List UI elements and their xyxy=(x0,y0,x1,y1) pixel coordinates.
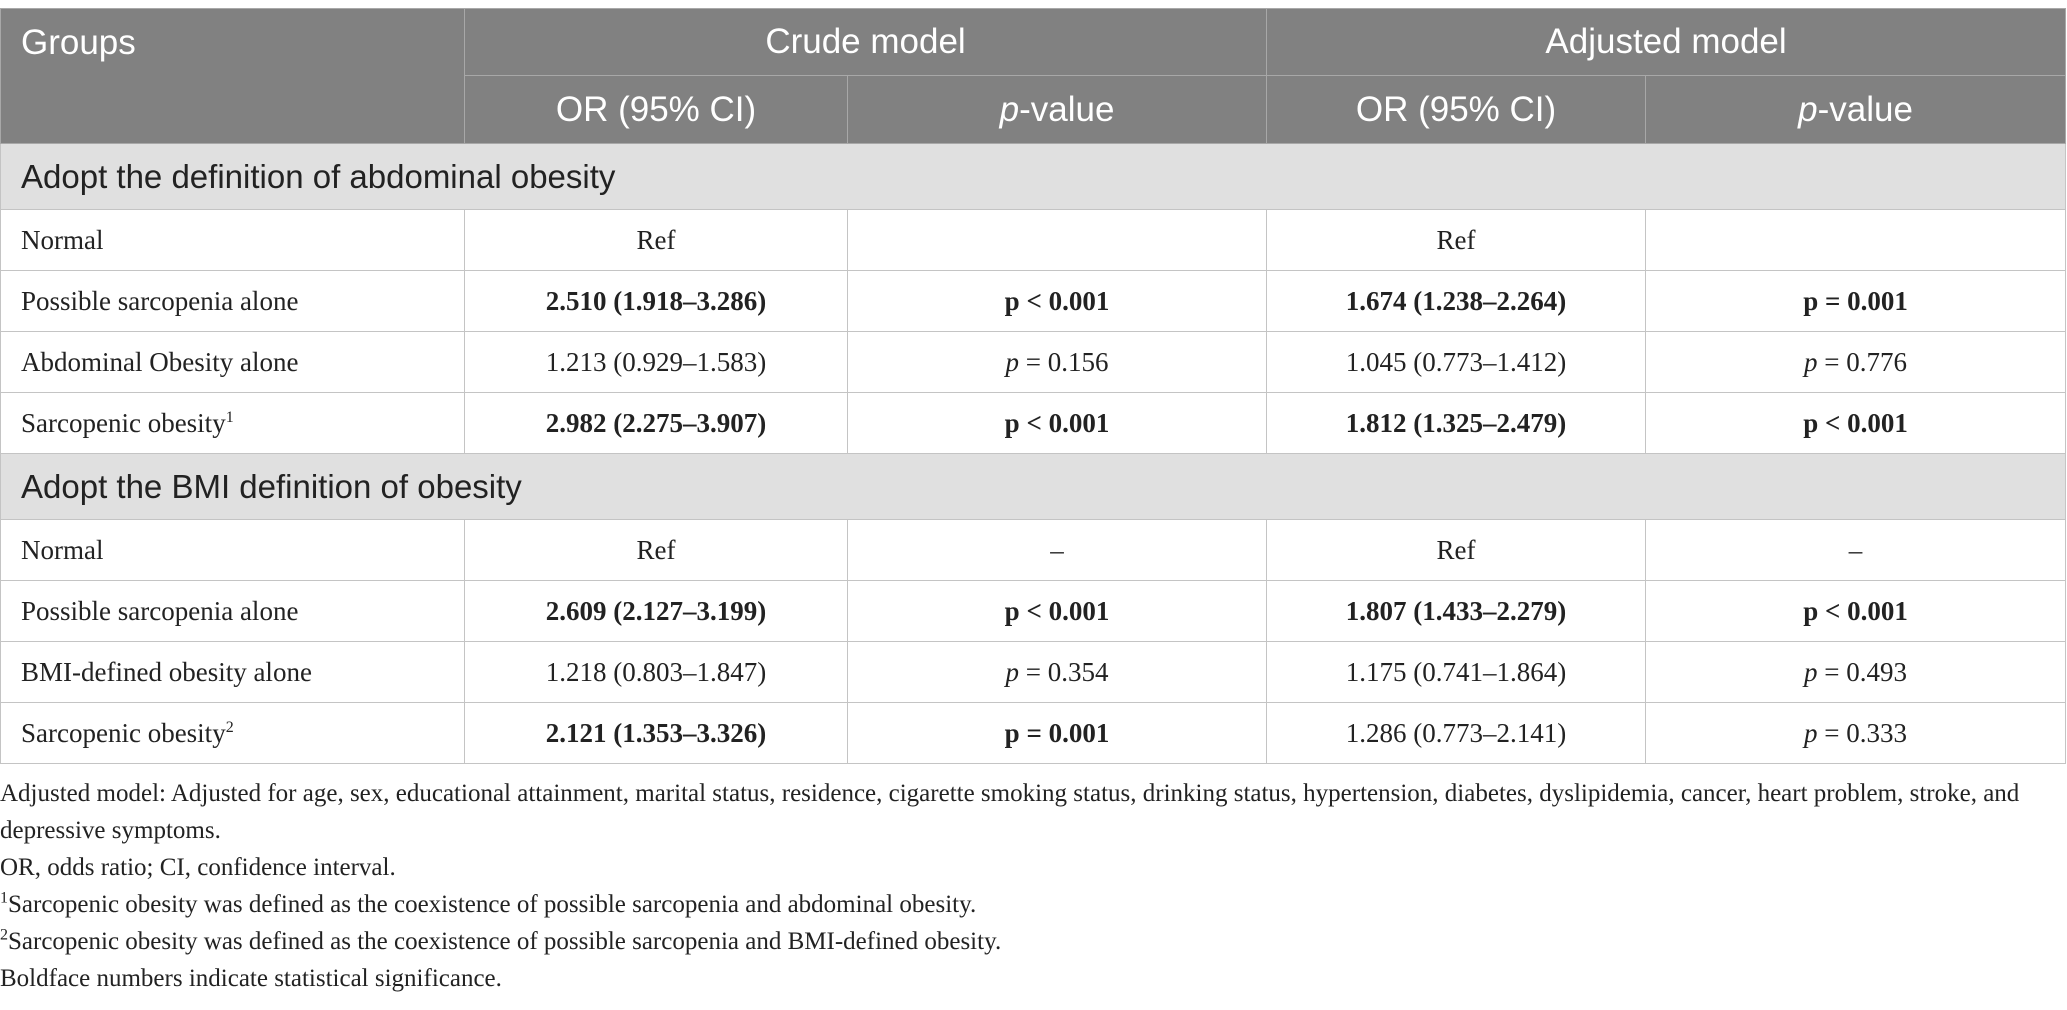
group-cell: Possible sarcopenia alone xyxy=(0,580,465,642)
header-crude-model: Crude model xyxy=(463,8,1268,76)
p-value: = 0.776 xyxy=(1824,346,1908,377)
p-letter: p xyxy=(1804,346,1818,377)
group-cell: Sarcopenic obesity2 xyxy=(0,702,465,764)
crude-or-cell: 2.510 (1.918–3.286) xyxy=(464,270,848,332)
section-title: Adopt the BMI definition of obesity xyxy=(0,453,2067,520)
table-row: Normal Ref – Ref – xyxy=(0,519,2067,581)
crude-p-cell xyxy=(846,209,1268,271)
adjusted-or-cell: Ref xyxy=(1266,519,1647,581)
p-value: = 0.156 xyxy=(1025,346,1109,377)
adjusted-p-cell: p = 0.493 xyxy=(1645,641,2067,703)
group-cell: Normal xyxy=(0,519,465,581)
adjusted-or-cell: 1.175 (0.741–1.864) xyxy=(1266,641,1647,703)
p-value: = 0.333 xyxy=(1824,717,1908,748)
adjusted-or-cell: 1.045 (0.773–1.412) xyxy=(1266,331,1647,393)
footnote-mark: 2 xyxy=(0,926,8,944)
p-letter: p xyxy=(1798,89,1818,129)
crude-p-cell: p = 0.354 xyxy=(846,641,1268,703)
p-value-label: -value xyxy=(1817,89,1913,129)
table-row: Possible sarcopenia alone 2.609 (2.127–3… xyxy=(0,580,2067,642)
crude-or-cell: Ref xyxy=(464,209,848,271)
table-header: Groups Crude model Adjusted model OR (95… xyxy=(0,8,2067,144)
header-adjusted-model: Adjusted model xyxy=(1266,8,2067,76)
adjusted-or-cell: 1.286 (0.773–2.141) xyxy=(1266,702,1647,764)
group-cell: Sarcopenic obesity1 xyxy=(0,392,465,454)
adjusted-p-cell: p = 0.333 xyxy=(1645,702,2067,764)
footnote-2: 2Sarcopenic obesity was defined as the c… xyxy=(0,923,2060,960)
note-adjusted-model: Adjusted model: Adjusted for age, sex, e… xyxy=(0,780,2020,844)
section-title: Adopt the definition of abdominal obesit… xyxy=(0,143,2067,210)
adjusted-or-cell: Ref xyxy=(1266,209,1647,271)
crude-or-cell: 2.982 (2.275–3.907) xyxy=(464,392,848,454)
group-cell: BMI-defined obesity alone xyxy=(0,641,465,703)
table-row: Sarcopenic obesity1 2.982 (2.275–3.907) … xyxy=(0,392,2067,454)
footnote-text: Sarcopenic obesity was defined as the co… xyxy=(8,891,977,918)
group-cell: Normal xyxy=(0,209,465,271)
p-letter: p xyxy=(999,89,1020,129)
crude-p-cell: – xyxy=(846,519,1268,581)
header-crude-p-value: p-value xyxy=(846,75,1268,144)
results-table: Groups Crude model Adjusted model OR (95… xyxy=(0,8,2067,764)
table-row: BMI-defined obesity alone 1.218 (0.803–1… xyxy=(0,641,2067,703)
group-label: Sarcopenic obesity xyxy=(21,717,226,748)
crude-or-cell: 2.121 (1.353–3.326) xyxy=(464,702,848,764)
crude-or-cell: 2.609 (2.127–3.199) xyxy=(464,580,848,642)
group-cell: Possible sarcopenia alone xyxy=(0,270,465,332)
footnote-mark: 1 xyxy=(0,889,8,907)
table-row: Sarcopenic obesity2 2.121 (1.353–3.326) … xyxy=(0,702,2067,764)
group-cell: Abdominal Obesity alone xyxy=(0,331,465,393)
p-value: = 0.354 xyxy=(1025,656,1109,687)
results-table-container: Groups Crude model Adjusted model OR (95… xyxy=(0,8,2067,764)
crude-p-cell: p < 0.001 xyxy=(846,580,1268,642)
header-adjusted-or-ci: OR (95% CI) xyxy=(1266,75,1647,144)
crude-or-cell: Ref xyxy=(464,519,848,581)
p-value: = 0.493 xyxy=(1824,656,1908,687)
crude-p-cell: p = 0.001 xyxy=(846,702,1268,764)
crude-p-cell: p < 0.001 xyxy=(846,270,1268,332)
adjusted-or-cell: 1.807 (1.433–2.279) xyxy=(1266,580,1647,642)
note-abbreviations: OR, odds ratio; CI, confidence interval. xyxy=(0,854,396,881)
table-row: Possible sarcopenia alone 2.510 (1.918–3… xyxy=(0,270,2067,332)
p-letter: p xyxy=(1804,717,1818,748)
p-value-label: -value xyxy=(1019,89,1115,129)
note-boldface: Boldface numbers indicate statistical si… xyxy=(0,965,502,992)
footnote-mark: 1 xyxy=(225,408,234,426)
p-letter: p xyxy=(1005,346,1020,377)
adjusted-p-cell: p < 0.001 xyxy=(1645,392,2067,454)
group-label: Sarcopenic obesity xyxy=(21,407,226,438)
crude-p-cell: p < 0.001 xyxy=(846,392,1268,454)
section-row: Adopt the definition of abdominal obesit… xyxy=(0,143,2067,210)
adjusted-or-cell: 1.812 (1.325–2.479) xyxy=(1266,392,1647,454)
footnote-1: 1Sarcopenic obesity was defined as the c… xyxy=(0,886,2060,923)
footnote-mark: 2 xyxy=(225,718,234,736)
crude-or-cell: 1.213 (0.929–1.583) xyxy=(464,331,848,393)
adjusted-p-cell: p = 0.001 xyxy=(1645,270,2067,332)
crude-or-cell: 1.218 (0.803–1.847) xyxy=(464,641,848,703)
crude-p-cell: p = 0.156 xyxy=(846,331,1268,393)
adjusted-p-cell: p < 0.001 xyxy=(1645,580,2067,642)
adjusted-or-cell: 1.674 (1.238–2.264) xyxy=(1266,270,1647,332)
adjusted-p-cell: – xyxy=(1645,519,2067,581)
p-letter: p xyxy=(1005,656,1020,687)
adjusted-p-cell xyxy=(1645,209,2067,271)
table-footnotes: Adjusted model: Adjusted for age, sex, e… xyxy=(0,775,2060,997)
table-row: Normal Ref Ref xyxy=(0,209,2067,271)
footnote-text: Sarcopenic obesity was defined as the co… xyxy=(8,928,1002,955)
adjusted-p-cell: p = 0.776 xyxy=(1645,331,2067,393)
p-letter: p xyxy=(1804,656,1818,687)
table-row: Abdominal Obesity alone 1.213 (0.929–1.5… xyxy=(0,331,2067,393)
header-groups: Groups xyxy=(0,8,465,144)
header-adjusted-p-value: p-value xyxy=(1645,75,2067,144)
section-row: Adopt the BMI definition of obesity xyxy=(0,453,2067,520)
header-crude-or-ci: OR (95% CI) xyxy=(464,75,848,144)
